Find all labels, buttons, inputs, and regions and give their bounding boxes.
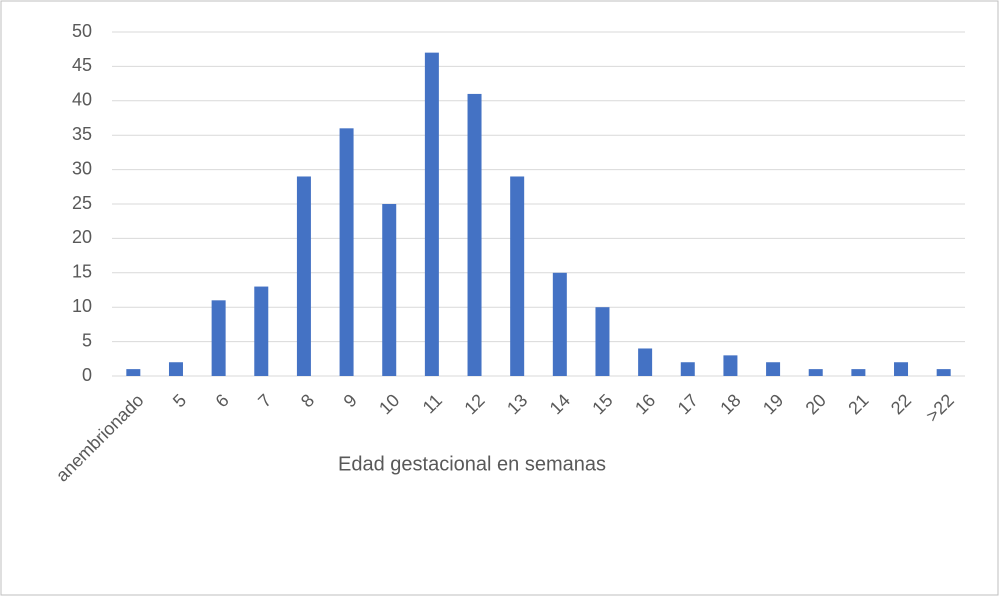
bar (296, 176, 311, 376)
y-tick-label: 15 (72, 262, 92, 282)
bar (723, 355, 738, 376)
bar (254, 286, 269, 376)
bar (126, 369, 141, 376)
y-tick-label: 40 (72, 90, 92, 110)
y-tick-label: 20 (72, 227, 92, 247)
bar (894, 362, 909, 376)
bar (510, 176, 525, 376)
bar (595, 307, 610, 376)
bar (382, 204, 397, 376)
x-axis-title: Edad gestacional en semanas (338, 453, 606, 475)
y-tick-label: 50 (72, 21, 92, 41)
bar (680, 362, 695, 376)
bar (808, 369, 823, 376)
bar (936, 369, 951, 376)
y-tick-label: 35 (72, 124, 92, 144)
bar (467, 93, 482, 377)
bar (168, 362, 183, 376)
bar (339, 128, 354, 376)
bar (766, 362, 781, 376)
y-tick-label: 25 (72, 193, 92, 213)
y-tick-label: 10 (72, 296, 92, 316)
bar (851, 369, 866, 376)
bar (552, 272, 567, 376)
bar (211, 300, 226, 376)
bar (638, 348, 653, 376)
y-tick-label: 5 (82, 330, 92, 350)
y-tick-label: 0 (82, 365, 92, 385)
y-tick-label: 30 (72, 158, 92, 178)
bar (424, 52, 439, 376)
y-tick-label: 45 (72, 55, 92, 75)
